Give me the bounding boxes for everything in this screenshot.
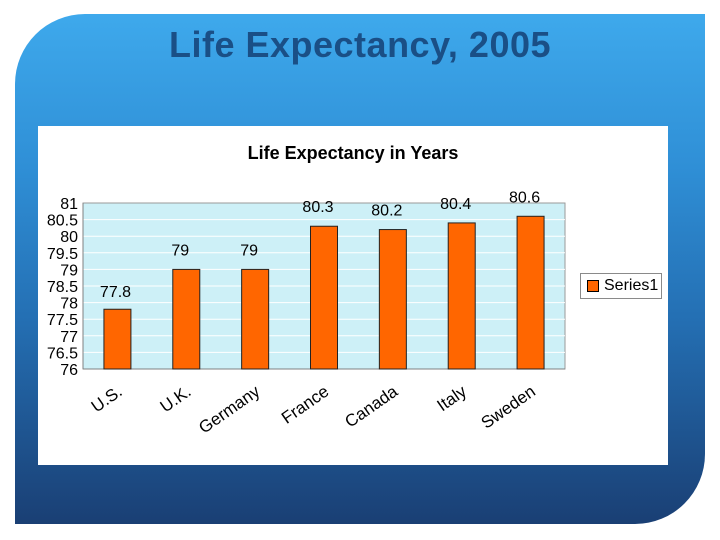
legend-label: Series1 <box>604 277 659 294</box>
y-tick-label: 76.5 <box>47 345 78 362</box>
y-tick-label: 80 <box>60 229 78 246</box>
bar <box>378 229 407 370</box>
x-tick-label: France <box>278 382 332 428</box>
y-tick-label: 79.5 <box>47 246 78 263</box>
y-tick-label: 77 <box>60 329 78 346</box>
y-tick-label: 80.5 <box>47 213 78 230</box>
slide-title: Life Expectancy, 2005 <box>168 24 552 65</box>
y-tick-label: 78.5 <box>47 279 78 296</box>
bar <box>516 215 545 370</box>
chart-legend: Series1 <box>580 273 662 299</box>
bar-chart: Life Expectancy in Years 7676.57777.5787… <box>47 143 566 437</box>
x-tick-label: U.K. <box>157 382 195 417</box>
y-tick-label: 77.5 <box>47 312 78 329</box>
bar <box>447 222 476 370</box>
y-tick-label: 79 <box>60 262 78 279</box>
legend-swatch <box>587 280 599 292</box>
chart-title: Life Expectancy in Years <box>248 143 459 163</box>
data-label: 79 <box>240 242 258 259</box>
bar <box>310 225 338 370</box>
data-label: 80.4 <box>440 196 471 213</box>
x-tick-label: U.S. <box>88 382 126 417</box>
data-label: 80.2 <box>371 203 402 220</box>
y-tick-label: 78 <box>60 296 78 313</box>
x-tick-label: Germany <box>195 381 264 437</box>
data-label: 79 <box>171 242 189 259</box>
y-tick-label: 76 <box>60 362 78 379</box>
data-label: 77.8 <box>100 284 131 301</box>
y-tick-label: 81 <box>60 196 78 213</box>
data-label: 80.6 <box>509 189 540 206</box>
data-label: 80.3 <box>302 199 333 216</box>
bar <box>172 268 201 370</box>
x-tick-label: Italy <box>434 381 471 415</box>
x-tick-label: Canada <box>341 381 401 431</box>
chart-panel: Life Expectancy in Years 76 76.5 77 77.5 78 7… <box>38 126 668 465</box>
bar <box>241 268 270 370</box>
x-tick-label: Sweden <box>478 382 539 433</box>
bar <box>103 308 132 370</box>
